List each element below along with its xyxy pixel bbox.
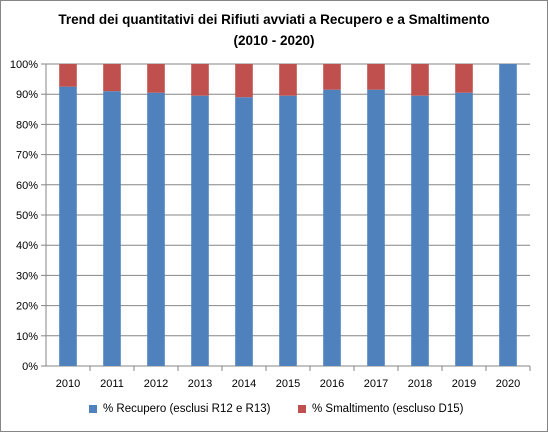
x-tick-label: 2010 xyxy=(56,378,80,390)
bar-recupero xyxy=(147,92,165,366)
y-tick-label: 20% xyxy=(16,301,38,313)
legend-swatch-recupero xyxy=(89,405,97,413)
y-tick-label: 70% xyxy=(16,150,38,162)
bar-recupero xyxy=(103,91,121,367)
y-tick-label: 100% xyxy=(10,59,38,71)
bar-recupero xyxy=(455,92,473,366)
y-tick-label: 90% xyxy=(16,89,38,101)
bar-smaltimento xyxy=(455,64,473,93)
y-tick-label: 60% xyxy=(16,180,38,192)
bar-recupero xyxy=(411,95,429,367)
y-tick-label: 40% xyxy=(16,240,38,252)
x-tick-label: 2014 xyxy=(232,378,256,390)
y-tick-label: 30% xyxy=(16,270,38,282)
bar-smaltimento xyxy=(191,64,209,96)
bar-recupero xyxy=(279,95,297,367)
x-tick-label: 2019 xyxy=(452,378,476,390)
x-tick-label: 2015 xyxy=(276,378,300,390)
x-tick-label: 2017 xyxy=(364,378,388,390)
x-tick-label: 2012 xyxy=(144,378,168,390)
y-tick-label: 0% xyxy=(22,361,38,373)
chart-subtitle: (2010 - 2020) xyxy=(233,33,315,48)
legend-label-recupero: % Recupero (esclusi R12 e R13) xyxy=(103,403,271,415)
bar-smaltimento xyxy=(59,64,77,87)
bar-recupero xyxy=(367,89,385,367)
bar-recupero xyxy=(323,89,341,367)
x-tick-label: 2011 xyxy=(100,378,124,390)
bar-smaltimento xyxy=(411,64,429,96)
y-tick-label: 10% xyxy=(16,331,38,343)
bar-smaltimento xyxy=(323,64,341,90)
x-tick-label: 2020 xyxy=(496,378,520,390)
legend-item-recupero: % Recupero (esclusi R12 e R13) xyxy=(89,403,270,415)
y-tick-label: 50% xyxy=(16,210,38,222)
chart-legend: % Recupero (esclusi R12 e R13) % Smaltim… xyxy=(0,403,548,419)
legend-label-smaltimento: % Smaltimento (escluso D15) xyxy=(312,403,464,415)
bar-smaltimento xyxy=(367,64,385,90)
bar-recupero xyxy=(59,86,77,367)
bar-smaltimento xyxy=(147,64,165,93)
bar-recupero xyxy=(191,95,209,367)
x-tick-label: 2018 xyxy=(408,378,432,390)
x-tick-label: 2013 xyxy=(188,378,212,390)
legend-swatch-smaltimento xyxy=(298,405,306,413)
bar-smaltimento xyxy=(279,64,297,96)
x-tick-label: 2016 xyxy=(320,378,344,390)
legend-item-smaltimento: % Smaltimento (escluso D15) xyxy=(298,403,463,415)
bar-recupero xyxy=(235,97,253,366)
y-tick-label: 80% xyxy=(16,119,38,131)
chart-title: Trend dei quantitativi dei Rifiuti avvia… xyxy=(58,12,490,27)
bar-recupero xyxy=(499,64,517,366)
bar-smaltimento xyxy=(103,64,121,92)
bar-smaltimento xyxy=(235,64,253,98)
